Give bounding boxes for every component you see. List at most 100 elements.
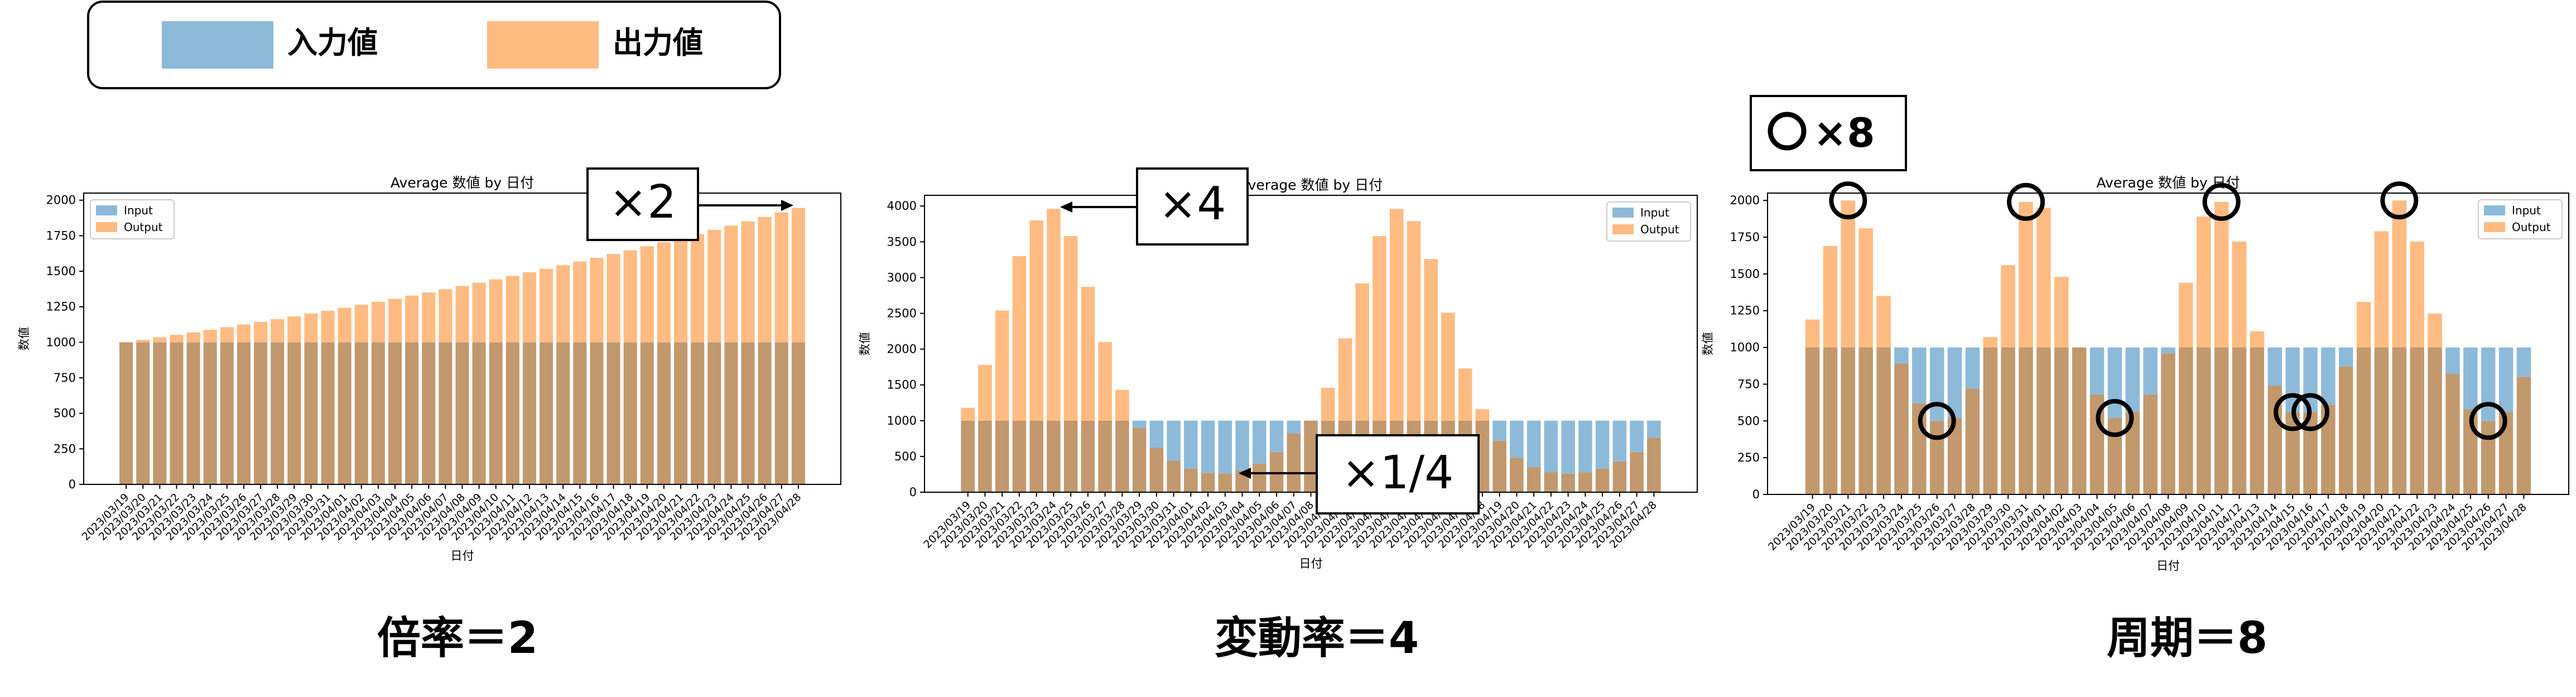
bar-overlap xyxy=(995,420,1009,492)
bar-input xyxy=(1578,420,1592,473)
bar-overlap xyxy=(388,342,402,484)
bar-output xyxy=(774,212,788,343)
bar-output xyxy=(237,324,251,343)
y-tick-label: 1750 xyxy=(1730,230,1760,244)
bar-overlap xyxy=(2196,347,2211,494)
bar-input xyxy=(1647,420,1661,438)
y-tick-label: 3000 xyxy=(887,271,917,284)
bar-overlap xyxy=(673,342,688,484)
bar-overlap xyxy=(439,342,452,484)
bar-input xyxy=(1561,420,1575,474)
bar-overlap xyxy=(1858,347,1873,494)
bar-overlap xyxy=(2054,347,2069,494)
bar-output xyxy=(220,327,234,343)
bar-output xyxy=(354,305,368,343)
bar-input xyxy=(2321,347,2336,405)
bar-input xyxy=(2498,347,2514,412)
bar-overlap xyxy=(2516,377,2531,494)
bar-output xyxy=(1858,228,1873,348)
bar-output xyxy=(489,279,503,343)
bar-output xyxy=(1441,313,1455,421)
bar-output xyxy=(1458,368,1472,421)
y-tick-label: 250 xyxy=(1737,451,1760,464)
period-marker-circle xyxy=(2291,393,2329,431)
bar-output xyxy=(978,364,992,421)
bar-input xyxy=(2463,347,2478,410)
y-tick-label: 250 xyxy=(54,442,76,455)
bar-overlap xyxy=(254,342,268,484)
bar-overlap xyxy=(287,342,301,484)
y-tick-label: 0 xyxy=(1752,488,1760,501)
bar-overlap xyxy=(2001,347,2015,494)
bar-output xyxy=(1823,246,1838,348)
bar-output xyxy=(606,254,620,343)
bar-overlap xyxy=(1983,347,1998,494)
bar-output xyxy=(1424,259,1438,421)
bar-output xyxy=(961,407,975,421)
caption-magnification: 倍率＝2 xyxy=(377,613,538,664)
bar-overlap xyxy=(1167,460,1181,492)
bar-overlap xyxy=(489,342,503,484)
annotation-period-box xyxy=(1750,95,1907,171)
chart-legend-swatch-input xyxy=(2484,205,2505,215)
bar-overlap xyxy=(2161,353,2175,494)
chart-legend-label-output: Output xyxy=(124,220,163,234)
bar-overlap xyxy=(1184,468,1198,492)
bar-overlap xyxy=(371,342,385,484)
annotation-x2-box xyxy=(586,167,699,241)
bar-overlap xyxy=(304,342,318,484)
bar-overlap xyxy=(1510,458,1524,492)
bar-overlap xyxy=(1149,448,1164,492)
bar-output xyxy=(2232,241,2247,348)
figure-legend: 入力値 出力値 xyxy=(87,1,781,89)
y-tick-label: 2000 xyxy=(887,343,917,356)
y-tick-label: 1000 xyxy=(46,335,76,349)
bar-output xyxy=(2001,265,2015,348)
plot-frame xyxy=(1767,193,2569,495)
bar-input xyxy=(2516,347,2531,377)
bar-overlap xyxy=(691,342,705,484)
bar-output xyxy=(556,265,570,343)
bar-overlap xyxy=(978,420,992,492)
bar-output xyxy=(405,295,419,343)
bar-overlap xyxy=(1098,420,1112,492)
bar-output xyxy=(2410,241,2424,348)
bar-overlap xyxy=(119,342,133,484)
chart-legend-swatch-input xyxy=(1612,208,1634,218)
bar-overlap xyxy=(724,342,738,484)
period-marker-circle xyxy=(2274,393,2312,431)
bar-input xyxy=(1630,420,1644,453)
y-axis-label: 数値 xyxy=(1701,332,1715,355)
bar-output xyxy=(640,246,654,343)
y-tick-label: 1250 xyxy=(46,300,76,314)
bar-overlap xyxy=(1647,438,1661,492)
bar-overlap xyxy=(1965,388,1980,494)
annotation-period-8: ×8 xyxy=(1750,95,1907,171)
bar-output xyxy=(304,313,318,343)
bar-output xyxy=(2356,301,2371,348)
annotation-x4-box xyxy=(1136,167,1249,246)
bar-output xyxy=(673,238,688,343)
bar-overlap xyxy=(1561,473,1575,492)
bar-output xyxy=(505,276,519,343)
bar-overlap xyxy=(338,342,352,484)
bar-input xyxy=(1287,420,1301,434)
bar-output xyxy=(741,221,755,343)
bar-overlap xyxy=(1304,420,1318,492)
bar-input xyxy=(2338,347,2353,367)
bar-output xyxy=(170,335,184,343)
y-tick-label: 750 xyxy=(1737,377,1760,391)
x-axis-label: 日付 xyxy=(2156,559,2180,573)
chart-legend-label-output: Output xyxy=(1640,223,1679,236)
period-marker-circle xyxy=(1829,181,1867,220)
chart-period: 2023/03/192023/03/202023/03/212023/03/22… xyxy=(1701,175,2569,573)
y-axis-label: 数値 xyxy=(858,332,871,355)
bar-overlap xyxy=(1894,363,1909,494)
y-tick-label: 3500 xyxy=(887,235,917,248)
caption-volatility: 変動率＝4 xyxy=(1215,613,1419,664)
bar-output xyxy=(1012,256,1027,421)
bar-output xyxy=(758,217,772,343)
bar-output xyxy=(2374,231,2389,348)
bar-overlap xyxy=(271,342,285,484)
